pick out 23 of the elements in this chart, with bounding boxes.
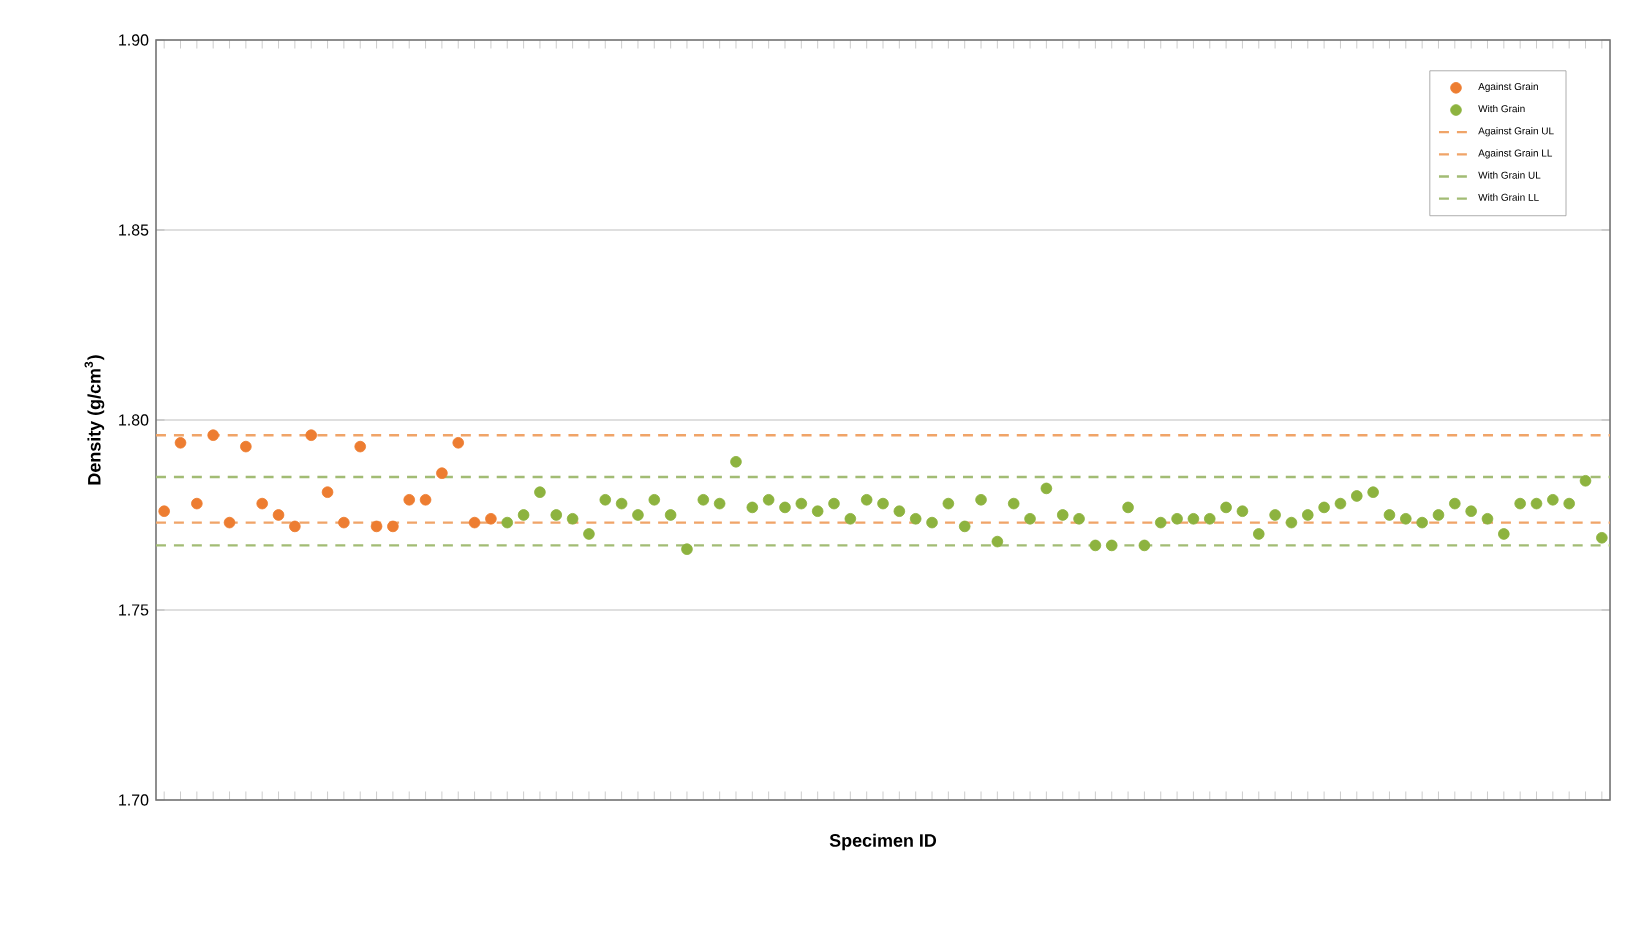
point	[338, 516, 350, 529]
point	[436, 467, 448, 479]
point	[289, 520, 301, 533]
point	[485, 513, 497, 525]
point	[403, 494, 416, 506]
point	[158, 505, 170, 517]
point	[387, 520, 399, 533]
point	[321, 486, 334, 498]
point	[240, 440, 252, 453]
point	[272, 509, 285, 521]
x-axis-title: Specimen ID	[829, 833, 937, 851]
point	[191, 497, 203, 510]
point	[256, 497, 268, 510]
y-axis-title: Density (g/cm$^{3}$)	[84, 355, 105, 485]
point	[468, 516, 481, 529]
point	[207, 429, 219, 441]
point	[354, 440, 366, 453]
point	[370, 520, 383, 533]
point	[174, 437, 187, 449]
point	[305, 429, 317, 441]
point	[452, 437, 465, 449]
point	[419, 494, 432, 506]
point	[223, 516, 236, 529]
